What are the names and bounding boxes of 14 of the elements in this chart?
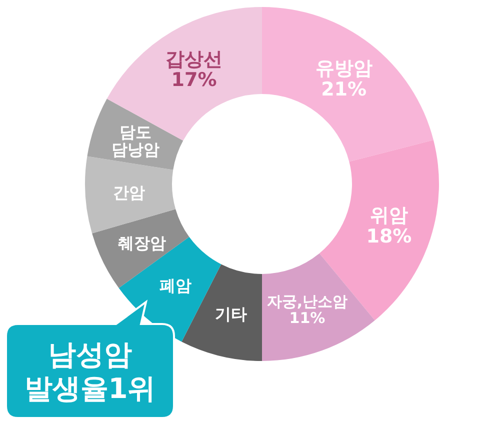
data-label: 18%	[366, 225, 412, 248]
data-label: 17%	[171, 69, 217, 92]
slice-label: 자궁,난소암	[266, 292, 348, 311]
data-label: 21%	[321, 78, 367, 101]
slice-label: 간암	[112, 182, 145, 202]
slice-label: 폐암	[159, 276, 192, 296]
slice-label: 기타	[214, 304, 247, 324]
slice-label: 유방암	[315, 58, 372, 80]
slice-label: 위암	[370, 204, 408, 226]
slice-label: 갑상선	[166, 48, 223, 70]
text: 남성암 발생율1위	[24, 338, 156, 405]
data-label: 11%	[289, 309, 326, 328]
slice-label: 담도 담낭암	[112, 122, 160, 160]
slice-label: 췌장암	[118, 233, 166, 252]
